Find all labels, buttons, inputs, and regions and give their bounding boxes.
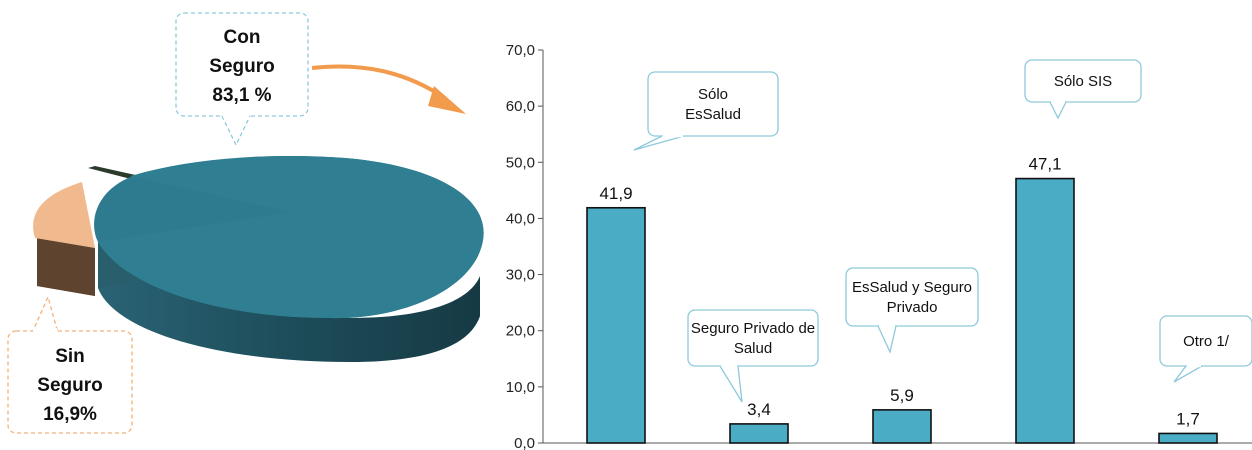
category-label: Seguro Privado de [691, 320, 815, 337]
callout-bubble: Seguro Privado de Salud [687, 309, 819, 403]
bar [1158, 432, 1218, 444]
pie-chart [33, 155, 484, 362]
bar [729, 423, 789, 444]
connector-arrow [311, 64, 466, 114]
callout-sin-seguro: Sin Seguro 16,9% [7, 295, 133, 434]
category-label: Sólo [698, 86, 728, 103]
category-label: EsSalud y Seguro [852, 279, 972, 296]
y-tick-label: 70,0 [506, 42, 535, 59]
callout-sin-seguro-line-1: Sin [55, 346, 85, 367]
pie-slice-sin-seguro [33, 182, 95, 248]
pie-slice-dark-wedge [88, 166, 140, 180]
y-tick-label: 30,0 [506, 267, 535, 284]
callout-box [845, 267, 979, 327]
callout-bubble: Sólo SIS [1024, 59, 1142, 120]
callout-tail [719, 365, 743, 403]
callout-box [687, 309, 819, 367]
pie-slice-con-seguro-side [98, 242, 480, 362]
y-tick-label: 0,0 [514, 435, 535, 450]
category-label: Sólo SIS [1054, 73, 1112, 90]
callout-tail [877, 325, 897, 354]
bar-callouts: Sólo EsSalud Seguro Privado de Salud EsSalud… [633, 59, 1252, 403]
callout-sin-seguro-line-3: 16,9% [43, 404, 97, 425]
callout-con-seguro-line-1: Con [224, 27, 261, 48]
category-label: Otro 1/ [1183, 333, 1230, 350]
callout-con-seguro-line-2: Seguro [209, 56, 274, 77]
bar-value-label: 47,1 [1028, 155, 1061, 174]
y-tick-label: 60,0 [506, 98, 535, 115]
callout-sin-seguro-line-2: Seguro [37, 375, 102, 396]
y-tick-label: 20,0 [506, 323, 535, 340]
bar-chart: 0,0 10,0 20,0 30,0 40,0 50,0 60,0 70,0 41,9 3,4 5… [506, 42, 1252, 450]
y-tick-label: 40,0 [506, 210, 535, 227]
callout-box [1024, 59, 1142, 103]
callout-box [1159, 315, 1252, 367]
callout-bubble: Otro 1/ [1159, 315, 1252, 383]
category-label: Privado [887, 299, 938, 316]
category-label: EsSalud [685, 106, 741, 123]
callout-bubble: EsSalud y Seguro Privado [845, 267, 979, 354]
y-axis-ticks: 0,0 10,0 20,0 30,0 40,0 50,0 60,0 70,0 [506, 42, 543, 450]
pie-slice-sin-seguro-side [37, 238, 95, 296]
bar [872, 409, 932, 444]
callout-bubble: Sólo EsSalud [633, 71, 779, 151]
bar-value-label: 41,9 [599, 184, 632, 203]
category-label: Salud [734, 340, 772, 357]
bars: 41,9 3,4 5,9 47,1 1,7 [586, 155, 1218, 444]
bar-value-label: 3,4 [747, 400, 771, 419]
callout-con-seguro-line-3: 83,1 % [212, 85, 271, 106]
callout-box [647, 71, 779, 137]
y-tick-label: 50,0 [506, 154, 535, 171]
bar [586, 206, 646, 444]
pie-slice-con-seguro-top [98, 156, 484, 319]
bar [1015, 177, 1075, 444]
callout-tail [1049, 101, 1067, 120]
bar-value-label: 1,7 [1176, 409, 1200, 428]
bar-value-label: 5,9 [890, 386, 914, 405]
callout-tail [1173, 365, 1203, 383]
y-tick-label: 10,0 [506, 379, 535, 396]
callout-con-seguro: Con Seguro 83,1 % [175, 12, 309, 147]
callout-tail [633, 135, 685, 151]
